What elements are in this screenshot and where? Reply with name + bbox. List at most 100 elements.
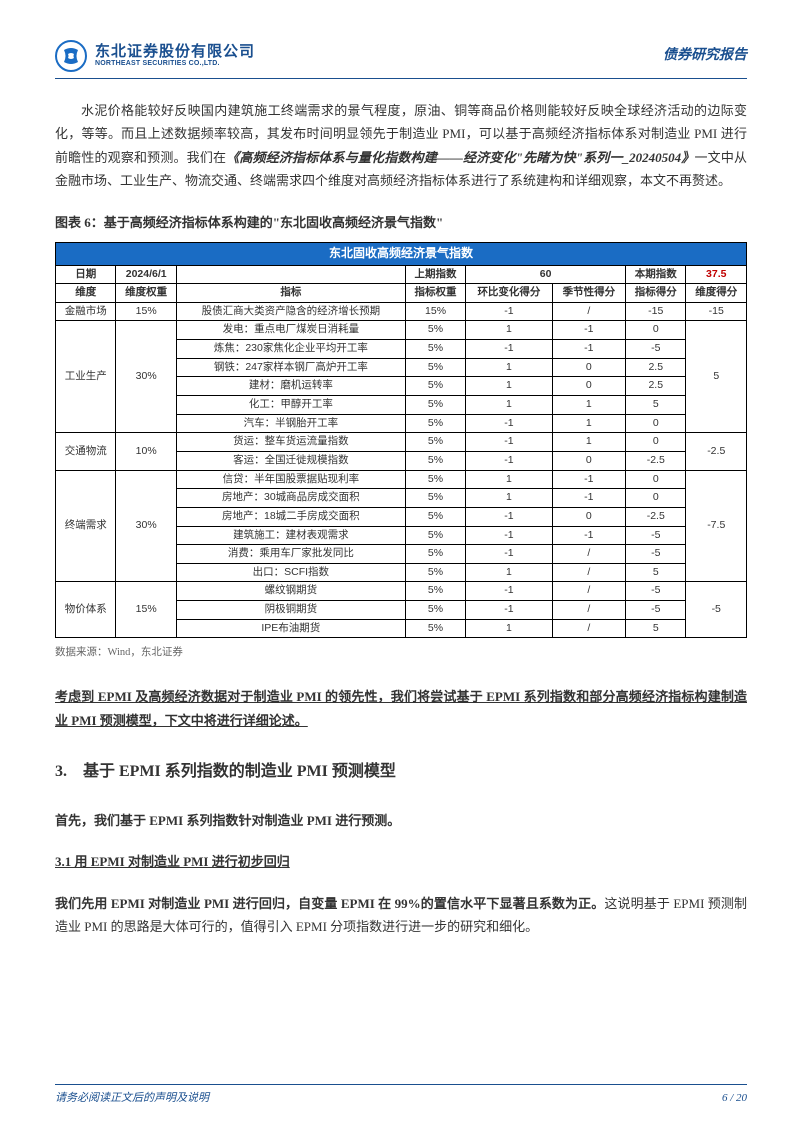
indicator-weight: 15% bbox=[405, 302, 465, 321]
seasonal-score: -1 bbox=[552, 321, 625, 340]
indicator-score: -5 bbox=[626, 545, 686, 564]
indicator-name: 钢铁：247家样本钢厂高炉开工率 bbox=[176, 358, 405, 377]
indicator-name: 化工：甲醇开工率 bbox=[176, 396, 405, 415]
mom-score: 1 bbox=[466, 358, 552, 377]
table-title-cell: 东北固收高频经济景气指数 bbox=[56, 242, 747, 265]
indicator-weight: 5% bbox=[405, 545, 465, 564]
indicator-score: 2.5 bbox=[626, 377, 686, 396]
table-row: 物价体系15%螺纹钢期货5%-1/-5-5 bbox=[56, 582, 747, 601]
indicator-weight: 5% bbox=[405, 321, 465, 340]
intro-paragraph: 水泥价格能较好反映国内建筑施工终端需求的景气程度，原油、铜等商品价格则能较好反映… bbox=[55, 99, 747, 193]
seasonal-score: / bbox=[552, 582, 625, 601]
indicator-weight: 5% bbox=[405, 563, 465, 582]
prev-value: 60 bbox=[466, 265, 626, 284]
mom-score: 1 bbox=[466, 489, 552, 508]
col-ind-score: 指标得分 bbox=[626, 284, 686, 303]
seasonal-score: -1 bbox=[552, 489, 625, 508]
indicator-score: -5 bbox=[626, 582, 686, 601]
indicator-score: 5 bbox=[626, 396, 686, 415]
mom-score: -1 bbox=[466, 526, 552, 545]
table-row: 终端需求30%信贷：半年国股票据贴现利率5%1-10-7.5 bbox=[56, 470, 747, 489]
indicator-weight: 5% bbox=[405, 619, 465, 638]
brand-logo: 东北证券股份有限公司 NORTHEAST SECURITIES CO.,LTD. bbox=[55, 40, 255, 72]
indicator-score: -2.5 bbox=[626, 507, 686, 526]
col-dim: 维度 bbox=[56, 284, 116, 303]
indicator-name: 房地产：18城二手房成交面积 bbox=[176, 507, 405, 526]
indicator-score: -15 bbox=[626, 302, 686, 321]
dim-name: 交通物流 bbox=[56, 433, 116, 470]
mom-score: 1 bbox=[466, 619, 552, 638]
col-ind: 指标 bbox=[176, 284, 405, 303]
seasonal-score: 1 bbox=[552, 396, 625, 415]
indicator-name: 汽车：半钢胎开工率 bbox=[176, 414, 405, 433]
curr-label: 本期指数 bbox=[626, 265, 686, 284]
dim-weight: 10% bbox=[116, 433, 176, 470]
report-type: 债券研究报告 bbox=[663, 43, 747, 68]
logo-en: NORTHEAST SECURITIES CO.,LTD. bbox=[95, 60, 255, 68]
indicator-name: 炼焦：230家焦化企业平均开工率 bbox=[176, 340, 405, 359]
indicator-score: 0 bbox=[626, 321, 686, 340]
indicator-name: 房地产：30城商品房成交面积 bbox=[176, 489, 405, 508]
indicator-score: -5 bbox=[626, 601, 686, 620]
mom-score: -1 bbox=[466, 433, 552, 452]
seasonal-score: / bbox=[552, 601, 625, 620]
mom-score: -1 bbox=[466, 545, 552, 564]
indicator-weight: 5% bbox=[405, 507, 465, 526]
mom-score: -1 bbox=[466, 582, 552, 601]
indicator-name: IPE布油期货 bbox=[176, 619, 405, 638]
dim-weight: 30% bbox=[116, 321, 176, 433]
seasonal-score: -1 bbox=[552, 470, 625, 489]
indicator-name: 阴极铜期货 bbox=[176, 601, 405, 620]
indicator-name: 建材：磨机运转率 bbox=[176, 377, 405, 396]
indicator-name: 客运：全国迁徙规模指数 bbox=[176, 451, 405, 470]
blank-cell bbox=[176, 265, 405, 284]
page-footer: 请务必阅读正文后的声明及说明 6 / 20 bbox=[55, 1084, 747, 1109]
mom-score: -1 bbox=[466, 302, 552, 321]
section-3-intro: 首先，我们基于 EPMI 系列指数针对制造业 PMI 进行预测。 bbox=[55, 809, 747, 832]
seasonal-score: / bbox=[552, 619, 625, 638]
p3-bold: 我们先用 EPMI 对制造业 PMI 进行回归，自变量 EPMI 在 99%的置… bbox=[55, 896, 604, 911]
lead-paragraph: 考虑到 EPMI 及高频经济数据对于制造业 PMI 的领先性，我们将尝试基于 E… bbox=[55, 685, 747, 732]
table-row: 交通物流10%货运：整车货运流量指数5%-110-2.5 bbox=[56, 433, 747, 452]
mom-score: -1 bbox=[466, 414, 552, 433]
mom-score: -1 bbox=[466, 451, 552, 470]
index-table: 东北固收高频经济景气指数日期2024/6/1上期指数60本期指数37.5维度维度… bbox=[55, 242, 747, 638]
indicator-score: 0 bbox=[626, 433, 686, 452]
dim-weight: 30% bbox=[116, 470, 176, 582]
dim-weight: 15% bbox=[116, 302, 176, 321]
indicator-weight: 5% bbox=[405, 358, 465, 377]
mom-score: 1 bbox=[466, 321, 552, 340]
mom-score: 1 bbox=[466, 396, 552, 415]
footer-page: 6 / 20 bbox=[722, 1089, 747, 1109]
indicator-weight: 5% bbox=[405, 601, 465, 620]
indicator-score: 0 bbox=[626, 470, 686, 489]
indicator-weight: 5% bbox=[405, 489, 465, 508]
col-ind-w: 指标权重 bbox=[405, 284, 465, 303]
indicator-weight: 5% bbox=[405, 414, 465, 433]
col-seas: 季节性得分 bbox=[552, 284, 625, 303]
dim-name: 物价体系 bbox=[56, 582, 116, 638]
page-header: 东北证券股份有限公司 NORTHEAST SECURITIES CO.,LTD.… bbox=[55, 40, 747, 79]
mom-score: -1 bbox=[466, 340, 552, 359]
indicator-weight: 5% bbox=[405, 451, 465, 470]
footer-disclaimer: 请务必阅读正文后的声明及说明 bbox=[55, 1089, 209, 1109]
indicator-weight: 5% bbox=[405, 582, 465, 601]
indicator-score: 0 bbox=[626, 489, 686, 508]
prev-label: 上期指数 bbox=[405, 265, 465, 284]
logo-cn: 东北证券股份有限公司 bbox=[95, 44, 255, 61]
para1-reference: 《高频经济指标体系与量化指数构建——经济变化"先睹为快"系列一_20240504… bbox=[226, 150, 694, 165]
dim-score: -15 bbox=[686, 302, 747, 321]
mom-score: 1 bbox=[466, 377, 552, 396]
indicator-name: 螺纹钢期货 bbox=[176, 582, 405, 601]
table-row: 工业生产30%发电：重点电厂煤炭日消耗量5%1-105 bbox=[56, 321, 747, 340]
mom-score: -1 bbox=[466, 601, 552, 620]
dim-name: 金融市场 bbox=[56, 302, 116, 321]
indicator-weight: 5% bbox=[405, 396, 465, 415]
indicator-score: 5 bbox=[626, 563, 686, 582]
logo-icon bbox=[55, 40, 87, 72]
indicator-name: 股债汇商大类资产隐含的经济增长预期 bbox=[176, 302, 405, 321]
date-value: 2024/6/1 bbox=[116, 265, 176, 284]
seasonal-score: 1 bbox=[552, 414, 625, 433]
indicator-score: -5 bbox=[626, 340, 686, 359]
seasonal-score: -1 bbox=[552, 340, 625, 359]
